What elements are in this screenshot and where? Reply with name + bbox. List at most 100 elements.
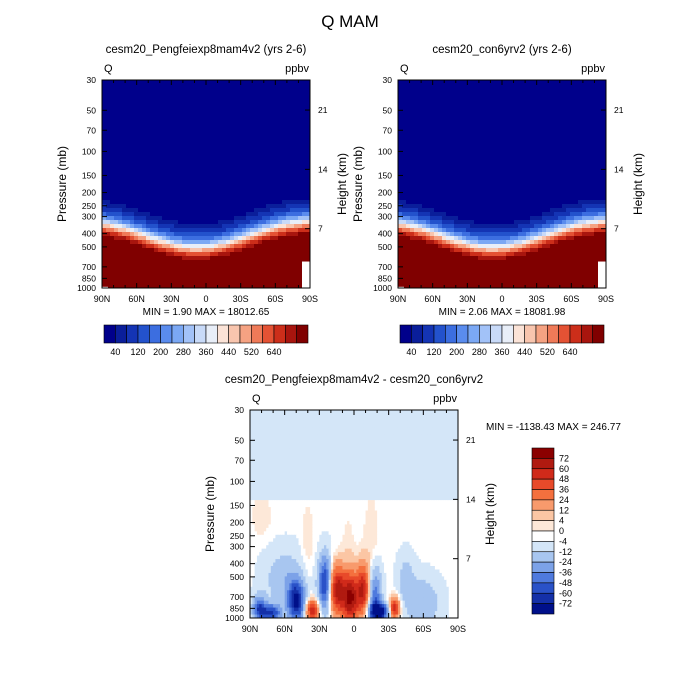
panel-a-cell [170, 184, 175, 189]
panel-a-cell [162, 152, 167, 157]
panel-b-cell [498, 216, 503, 221]
panel-a-cell [194, 184, 199, 189]
panel-b-cell [586, 140, 591, 145]
panel-b-cell [398, 152, 403, 157]
panel-a-cell [202, 216, 207, 221]
panel-b-cell [522, 132, 527, 137]
panel-a-cell [118, 132, 123, 137]
panel-b-cell [590, 208, 595, 213]
panel-a-cell [110, 80, 115, 85]
panel-a-cell [270, 116, 275, 121]
panel-b-cell [446, 92, 451, 97]
panel-b-cell [514, 204, 519, 209]
panel-a-cell [110, 164, 115, 169]
panel-a-cell [158, 112, 163, 117]
panel-a-cell [258, 256, 263, 261]
panel-a-cell [274, 80, 279, 85]
panel-b-cell [470, 124, 475, 129]
panel-a-cell [118, 160, 123, 165]
panel-a-cell [166, 180, 171, 185]
panel-b-cell [446, 116, 451, 121]
panel-b-cell [510, 124, 515, 129]
panel-a-cell [158, 108, 163, 113]
panel-b-cell [602, 192, 606, 197]
panel-a-cell [242, 256, 247, 261]
panel-b-cell [398, 136, 403, 141]
panel-b-cell [598, 92, 603, 97]
panel-a-cell [226, 140, 231, 145]
panel-b-cell [486, 176, 491, 181]
panel-a-cell [302, 208, 307, 213]
panel-b-cell [402, 140, 407, 145]
panel-a-cell [158, 140, 163, 145]
panel-a-cell [154, 124, 159, 129]
panel-a-cell [122, 144, 127, 149]
panel-a-cell [150, 116, 155, 121]
panel-a-cell [190, 132, 195, 137]
panel-a-cell [158, 268, 163, 273]
panel-b-cell [494, 132, 499, 137]
panel-a-cell [166, 136, 171, 141]
panel-a-cell [250, 156, 255, 161]
panel-a-left-label: Q [104, 63, 113, 75]
panel-a-cell [174, 248, 179, 253]
panel-b-cell [482, 172, 487, 177]
panel-a-cell [154, 216, 159, 221]
panel-b-cell [414, 80, 419, 85]
panel-a-cell [242, 216, 247, 221]
panel-a-cell [218, 112, 223, 117]
panel-a-cell [162, 140, 167, 145]
panel-a-cell [298, 144, 303, 149]
panel-a-cell [206, 172, 211, 177]
panel-b-cell [422, 224, 427, 229]
panel-a-cell [138, 208, 143, 213]
panel-b-cell [546, 128, 551, 133]
panel-b-cell [538, 196, 543, 201]
panel-b-cell [430, 140, 435, 145]
panel-a-cell [146, 256, 151, 261]
panel-b-cell [446, 228, 451, 233]
panel-a-cell [130, 148, 135, 153]
panel-a-cell [250, 112, 255, 117]
panel-b-cell [554, 116, 559, 121]
panel-a-cell [234, 216, 239, 221]
panel-b-cell [566, 120, 571, 125]
panel-a-cell [278, 116, 283, 121]
panel-b-cell [494, 140, 499, 145]
panel-a-cell [154, 132, 159, 137]
panel-a-cell [194, 84, 199, 89]
panel-a-cell [262, 168, 267, 173]
panel-b-cell [482, 108, 487, 113]
panel-a-cell [290, 188, 295, 193]
panel-b-cell [438, 216, 443, 221]
panel-a-cell [190, 200, 195, 205]
panel-a-cell [274, 272, 279, 277]
panel-a-cell [118, 116, 123, 121]
panel-b-cell [414, 228, 419, 233]
x-tick-label: 60S [267, 294, 283, 304]
panel-a-cell [182, 240, 187, 245]
panel-b-cell [510, 116, 515, 121]
panel-a-cell [158, 164, 163, 169]
panel-a-cell [166, 272, 171, 277]
panel-b-cell [466, 188, 471, 193]
panel-a-cell [258, 180, 263, 185]
panel-b-cell [566, 88, 571, 93]
panel-b-cell [442, 232, 447, 237]
panel-a-cell [130, 88, 135, 93]
panel-b-cell [550, 128, 555, 133]
panel-a-cell [210, 256, 215, 261]
panel-a-cell [166, 184, 171, 189]
panel-a-cell [158, 260, 163, 265]
panel-a-cell [294, 160, 299, 165]
panel-b-cell [570, 240, 575, 245]
panel-a-cell [166, 236, 171, 241]
panel-a-cell [274, 112, 279, 117]
panel-b-cell [522, 100, 527, 105]
panel-a-cell [270, 212, 275, 217]
panel-a-cell [234, 264, 239, 269]
panel-b-cell [454, 104, 459, 109]
panel-a-cell [258, 248, 263, 253]
panel-b-cell [594, 108, 599, 113]
panel-b-cell [558, 192, 563, 197]
